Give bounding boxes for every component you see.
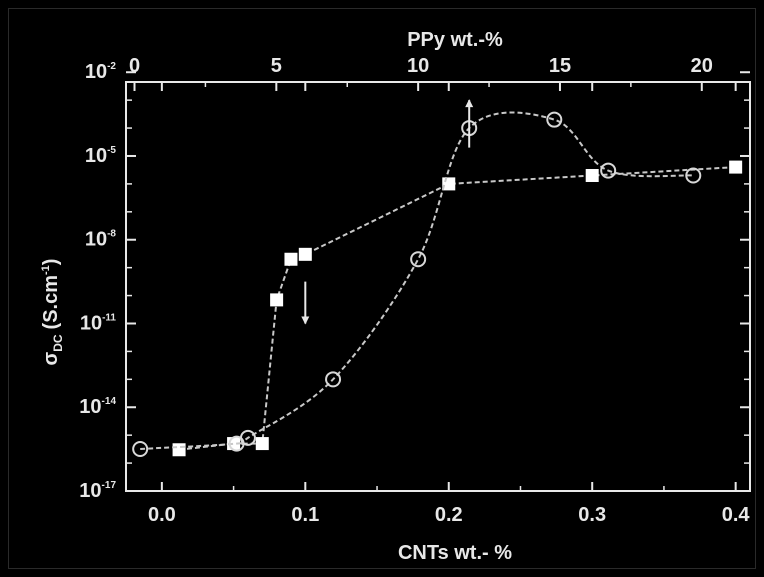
y-tick-exponent: -8 <box>107 229 116 240</box>
axes: 0.0 0.1 0.2 0.3 0.40 5 10 15 2010-1710-1410-1110… <box>79 55 750 526</box>
chart-frame <box>8 8 756 569</box>
series-squares-line <box>178 166 736 451</box>
top-tick-label: 0 <box>129 55 140 77</box>
y-tick-base: 10 <box>85 229 107 251</box>
y-axis-title-sub: DC <box>51 334 65 352</box>
y-tick-label: 10-14 <box>79 396 116 418</box>
square-marker <box>729 160 743 174</box>
y-axis-title-unit-sup: -1 <box>40 265 52 275</box>
y-tick-exponent: -2 <box>107 61 116 72</box>
y-tick-base: 10 <box>79 396 101 418</box>
y-tick-label: 10-2 <box>85 61 117 83</box>
arrow-down-head <box>301 316 310 325</box>
square-marker <box>172 443 186 457</box>
circle-marker <box>410 251 427 268</box>
x-axis-title: CNTs wt.- % <box>398 542 512 564</box>
circle-marker <box>600 162 617 179</box>
y-tick-exponent: -14 <box>102 396 117 407</box>
y-tick-base: 10 <box>85 61 107 83</box>
x-tick-label: 0.1 <box>291 504 319 526</box>
x-tick-label: 0.4 <box>722 504 751 526</box>
circle-marker <box>132 440 149 457</box>
data-series <box>132 99 743 457</box>
plot-area <box>125 81 751 492</box>
top-tick-label: 20 <box>691 55 713 77</box>
circle-marker <box>239 429 256 446</box>
top-tick-label: 10 <box>407 55 429 77</box>
y-tick-base: 10 <box>80 312 102 334</box>
y-tick-base: 10 <box>85 145 107 167</box>
y-tick-exponent: -17 <box>102 480 117 491</box>
square-marker <box>270 293 284 307</box>
circle-marker <box>546 111 563 128</box>
y-tick-label: 10-5 <box>85 145 117 167</box>
top-axis-title: PPy wt.-% <box>407 29 503 51</box>
axis-labels: PPy wt.-% CNTs wt.- % σDC (S.cm-1) <box>40 29 512 564</box>
x-tick-label: 0.3 <box>578 504 606 526</box>
circle-marker <box>325 371 342 388</box>
circle-marker <box>685 167 702 184</box>
x-tick-label: 0.2 <box>435 504 463 526</box>
y-tick-exponent: -5 <box>107 145 116 156</box>
y-axis-title: σDC (S.cm-1) <box>40 259 65 366</box>
y-axis-title-unit-close: ) <box>40 259 62 266</box>
square-marker <box>255 437 269 451</box>
y-tick-label: 10-17 <box>79 480 116 502</box>
square-marker <box>298 247 312 261</box>
svg-text:σDC(S.cm-1): σDC (S.cm-1) <box>40 259 65 366</box>
square-marker <box>585 168 599 182</box>
y-tick-base: 10 <box>79 480 101 502</box>
arrow-up-head <box>465 99 474 108</box>
top-tick-label: 15 <box>549 55 571 77</box>
y-axis-title-sigma: σ <box>40 351 62 365</box>
y-tick-label: 10-11 <box>80 312 117 334</box>
square-marker <box>442 177 456 191</box>
top-tick-label: 5 <box>271 55 282 77</box>
y-tick-label: 10-8 <box>85 229 117 251</box>
x-tick-label: 0.0 <box>148 504 176 526</box>
plot-border <box>125 81 751 492</box>
y-tick-exponent: -11 <box>102 312 116 323</box>
y-axis-title-unit: (S.cm <box>40 275 62 329</box>
square-marker <box>284 252 298 266</box>
